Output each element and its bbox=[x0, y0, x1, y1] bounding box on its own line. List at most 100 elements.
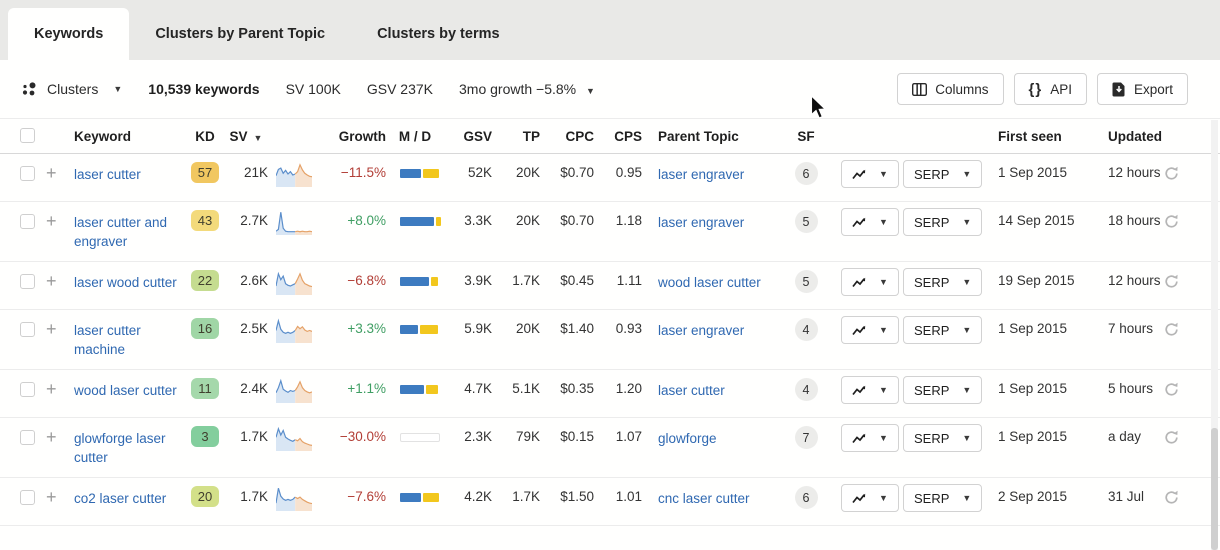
refresh-icon[interactable] bbox=[1164, 382, 1179, 397]
serp-dropdown[interactable]: SERP ▼ bbox=[903, 424, 983, 452]
kd-badge: 22 bbox=[191, 270, 219, 291]
parent-topic-link[interactable]: laser engraver bbox=[658, 323, 745, 338]
tp-value: 20K bbox=[515, 321, 540, 336]
first-seen-value: 19 Sep 2015 bbox=[998, 273, 1075, 288]
header-growth[interactable]: Growth bbox=[338, 128, 386, 144]
tab-keywords[interactable]: Keywords bbox=[8, 8, 130, 60]
header-first-seen[interactable]: First seen bbox=[998, 128, 1062, 144]
trend-chart-dropdown[interactable]: ▼ bbox=[841, 484, 899, 512]
add-to-list-icon[interactable]: + bbox=[46, 163, 57, 183]
gsv-value: 3.9K bbox=[464, 273, 492, 288]
clusters-dropdown[interactable]: Clusters ▼ bbox=[22, 81, 122, 97]
export-download-icon bbox=[1112, 82, 1125, 96]
trend-chart-dropdown[interactable]: ▼ bbox=[841, 208, 899, 236]
trend-chart-dropdown[interactable]: ▼ bbox=[841, 376, 899, 404]
header-sv[interactable]: SV ▼ bbox=[229, 128, 263, 144]
desktop-share-segment bbox=[420, 325, 438, 334]
chevron-down-icon: ▼ bbox=[962, 217, 972, 227]
kd-badge: 16 bbox=[191, 318, 219, 339]
chevron-down-icon: ▼ bbox=[879, 493, 888, 503]
parent-topic-link[interactable]: cnc laser cutter bbox=[658, 491, 750, 506]
gsv-value: 52K bbox=[467, 165, 492, 180]
trend-chart-dropdown[interactable]: ▼ bbox=[841, 268, 899, 296]
row-checkbox[interactable] bbox=[20, 490, 35, 505]
table-row: + laser cutter and engraver 43 2.7K +8.0… bbox=[0, 202, 1220, 262]
vertical-scrollbar-track[interactable] bbox=[1211, 120, 1218, 550]
row-checkbox[interactable] bbox=[20, 214, 35, 229]
header-cps[interactable]: CPS bbox=[614, 128, 642, 144]
desktop-share-segment bbox=[431, 277, 438, 286]
tab-clusters-by-terms[interactable]: Clusters by terms bbox=[377, 26, 500, 42]
growth-summary-dropdown[interactable]: 3mo growth −5.8% ▼ bbox=[459, 81, 595, 97]
header-kd[interactable]: KD bbox=[195, 128, 215, 144]
refresh-icon[interactable] bbox=[1164, 166, 1179, 181]
keyword-link[interactable]: co2 laser cutter bbox=[74, 491, 167, 506]
export-button[interactable]: Export bbox=[1096, 73, 1188, 105]
row-checkbox[interactable] bbox=[20, 166, 35, 181]
table-row: + glowforge laser cutter 3 1.7K −30.0% 2… bbox=[0, 418, 1220, 478]
parent-topic-link[interactable]: wood laser cutter bbox=[658, 275, 761, 290]
mobile-share-segment bbox=[400, 493, 421, 502]
columns-button[interactable]: Columns bbox=[897, 73, 1004, 105]
chevron-down-icon: ▼ bbox=[962, 277, 972, 287]
header-gsv[interactable]: GSV bbox=[463, 128, 492, 144]
line-chart-icon bbox=[852, 277, 866, 287]
refresh-icon[interactable] bbox=[1164, 430, 1179, 445]
select-all-checkbox[interactable] bbox=[20, 127, 35, 143]
serp-dropdown[interactable]: SERP ▼ bbox=[903, 160, 983, 188]
header-sf[interactable]: SF bbox=[797, 128, 815, 144]
header-md[interactable]: M / D bbox=[398, 128, 432, 144]
trend-chart-dropdown[interactable]: ▼ bbox=[841, 160, 899, 188]
serp-dropdown-label: SERP bbox=[914, 382, 950, 398]
header-cpc[interactable]: CPC bbox=[565, 128, 594, 144]
serp-dropdown[interactable]: SERP ▼ bbox=[903, 208, 983, 236]
keyword-link[interactable]: laser cutter machine bbox=[74, 323, 141, 357]
serp-dropdown[interactable]: SERP ▼ bbox=[903, 316, 983, 344]
serp-dropdown[interactable]: SERP ▼ bbox=[903, 484, 983, 512]
keyword-link[interactable]: laser cutter bbox=[74, 167, 141, 182]
api-button[interactable]: {} API bbox=[1013, 73, 1087, 105]
refresh-icon[interactable] bbox=[1164, 274, 1179, 289]
updated-value: 5 hours bbox=[1108, 381, 1154, 396]
parent-topic-link[interactable]: glowforge bbox=[658, 431, 717, 446]
add-to-list-icon[interactable]: + bbox=[46, 319, 57, 339]
row-checkbox[interactable] bbox=[20, 382, 35, 397]
row-checkbox[interactable] bbox=[20, 430, 35, 445]
add-to-list-icon[interactable]: + bbox=[46, 379, 57, 399]
serp-dropdown[interactable]: SERP ▼ bbox=[903, 268, 983, 296]
updated-value: 12 hours bbox=[1108, 273, 1161, 288]
keyword-link[interactable]: laser cutter and engraver bbox=[74, 215, 168, 249]
growth-value: −7.6% bbox=[347, 489, 386, 504]
parent-topic-link[interactable]: laser cutter bbox=[658, 383, 725, 398]
parent-topic-link[interactable]: laser engraver bbox=[658, 215, 745, 230]
header-updated[interactable]: Updated bbox=[1108, 128, 1162, 144]
gsv-value: 5.9K bbox=[464, 321, 492, 336]
trend-chart-dropdown[interactable]: ▼ bbox=[841, 316, 899, 344]
line-chart-icon bbox=[852, 169, 866, 179]
refresh-icon[interactable] bbox=[1164, 490, 1179, 505]
refresh-icon[interactable] bbox=[1164, 214, 1179, 229]
add-to-list-icon[interactable]: + bbox=[46, 427, 57, 447]
row-checkbox[interactable] bbox=[20, 274, 35, 289]
row-checkbox[interactable] bbox=[20, 322, 35, 337]
chevron-down-icon: ▼ bbox=[962, 325, 972, 335]
parent-topic-link[interactable]: laser engraver bbox=[658, 167, 745, 182]
add-to-list-icon[interactable]: + bbox=[46, 487, 57, 507]
header-keyword[interactable]: Keyword bbox=[74, 128, 132, 144]
trend-sparkline bbox=[275, 378, 313, 403]
add-to-list-icon[interactable]: + bbox=[46, 211, 57, 231]
keyword-link[interactable]: wood laser cutter bbox=[74, 383, 177, 398]
serp-dropdown[interactable]: SERP ▼ bbox=[903, 376, 983, 404]
keyword-link[interactable]: glowforge laser cutter bbox=[74, 431, 166, 465]
trend-chart-dropdown[interactable]: ▼ bbox=[841, 424, 899, 452]
header-tp[interactable]: TP bbox=[522, 128, 540, 144]
sv-total: SV 100K bbox=[285, 81, 341, 97]
vertical-scrollbar-thumb[interactable] bbox=[1211, 428, 1218, 550]
columns-icon bbox=[912, 82, 928, 96]
trend-sparkline bbox=[275, 212, 313, 235]
keyword-link[interactable]: laser wood cutter bbox=[74, 275, 177, 290]
refresh-icon[interactable] bbox=[1164, 322, 1179, 337]
header-parent-topic[interactable]: Parent Topic bbox=[658, 128, 739, 144]
add-to-list-icon[interactable]: + bbox=[46, 271, 57, 291]
tab-clusters-by-parent-topic[interactable]: Clusters by Parent Topic bbox=[155, 26, 326, 42]
